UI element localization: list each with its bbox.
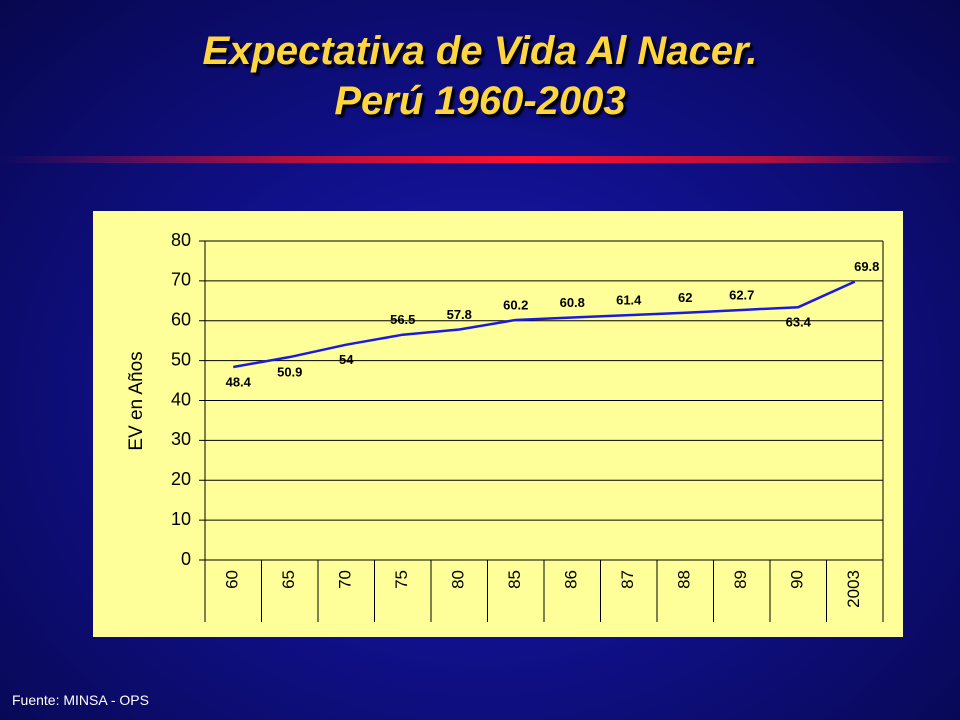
title-divider: [0, 156, 960, 163]
data-label: 61.4: [616, 293, 642, 308]
data-label: 62.7: [729, 287, 754, 302]
y-tick-label: 40: [171, 389, 191, 409]
title-line-2: Perú 1960-2003: [334, 79, 626, 123]
data-label: 60.2: [503, 297, 528, 312]
y-tick-label: 30: [171, 429, 191, 449]
line-chart: 0 10 20 30 40 50 60 70 80 60 65 70 75 80 85 86 87 88 89 90…: [126, 230, 884, 622]
x-tick-label: 65: [279, 570, 298, 589]
y-tick-labels: 0 10 20 30 40 50 60 70 80: [171, 230, 191, 569]
x-tick-label: 85: [505, 570, 524, 589]
x-tick-label: 88: [675, 570, 694, 589]
y-tick-label: 20: [171, 469, 191, 489]
x-tick-label: 70: [336, 570, 355, 589]
title-line-1: Expectativa de Vida Al Nacer.: [202, 29, 758, 73]
y-tick-label: 80: [171, 230, 191, 250]
data-label: 48.4: [226, 374, 252, 389]
data-label: 54: [339, 352, 354, 367]
x-tick-label: 2003: [844, 570, 863, 608]
data-labels: 48.4 50.9 54 56.5 57.8 60.2 60.8 61.4 62 62.7 63.4…: [226, 259, 880, 389]
x-tick-label: 86: [562, 570, 581, 589]
y-tick-label: 10: [171, 509, 191, 529]
x-tick-label: 80: [449, 570, 468, 589]
x-tick-label: 89: [731, 570, 750, 589]
series-layer: [233, 280, 856, 369]
data-label: 56.5: [390, 312, 415, 327]
data-label: 57.8: [447, 307, 472, 322]
y-tick-label: 60: [171, 310, 191, 330]
data-label: 50.9: [277, 364, 302, 379]
series-line: [233, 280, 856, 369]
data-label: 69.8: [854, 259, 879, 274]
y-axis-title: EV en Años: [126, 351, 147, 450]
data-label: 60.8: [560, 295, 585, 310]
x-tick-label: 75: [392, 570, 411, 589]
x-tick-label: 90: [788, 570, 807, 589]
y-tick-label: 50: [171, 349, 191, 369]
y-tick-label: 0: [181, 549, 191, 569]
data-label: 62: [678, 290, 692, 305]
x-tick-label: 60: [223, 570, 242, 589]
slide-title: Expectativa de Vida Al Nacer. Perú 1960-…: [0, 26, 960, 126]
gridlines: [199, 240, 884, 622]
data-label: 63.4: [786, 315, 812, 330]
y-tick-label: 70: [171, 270, 191, 290]
x-tick-labels: 60 65 70 75 80 85 86 87 88 89 90 2003: [223, 570, 864, 608]
chart-panel: 0 10 20 30 40 50 60 70 80 60 65 70 75 80 85 86 87 88 89 90…: [93, 211, 903, 637]
source-note: Fuente: MINSA - OPS: [12, 692, 149, 708]
x-tick-label: 87: [618, 570, 637, 589]
